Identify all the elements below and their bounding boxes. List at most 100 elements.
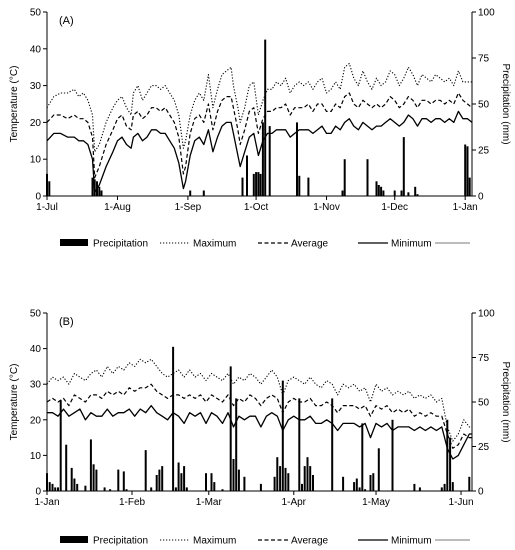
precipitation-bar <box>414 186 417 196</box>
precipitation-bar <box>296 122 298 196</box>
precipitation-bar <box>70 467 73 491</box>
precipitation-bar <box>100 190 103 196</box>
precipitation-bar <box>246 155 248 196</box>
y2-tick-label: 25 <box>478 442 490 453</box>
precipitation-bar <box>259 483 262 491</box>
x-tick-label: 1-Sep <box>175 202 202 213</box>
precipitation-bar <box>51 483 54 491</box>
x-tick-label: 1-Jul <box>36 202 58 213</box>
precipitation-bar <box>261 122 264 196</box>
precipitation-bar <box>89 439 92 491</box>
precipitation-bar <box>402 137 405 196</box>
precipitation-bar <box>449 437 452 491</box>
precipitation-bar <box>298 175 301 196</box>
y-tick-label: 0 <box>35 192 41 203</box>
x-tick-label: 1-Apr <box>282 497 307 508</box>
precipitation-bar <box>237 469 240 491</box>
x-tick-label: 1-Jan <box>453 202 478 213</box>
precipitation-bar <box>353 482 356 491</box>
precipitation-bar <box>54 487 57 491</box>
y-tick-label: 10 <box>30 155 42 166</box>
precipitation-bar <box>413 483 416 491</box>
y2-tick-label: 75 <box>478 353 490 364</box>
precipitation-bar <box>306 457 309 491</box>
x-tick-label: 1-Oct <box>244 202 269 213</box>
precipitation-bar <box>259 173 262 196</box>
y-tick-label: 50 <box>30 8 42 19</box>
precipitation-bar <box>98 186 101 196</box>
precipitation-bar <box>358 487 361 491</box>
precipitation-bar <box>76 483 79 491</box>
precipitation-bar <box>443 483 446 491</box>
precipitation-bar <box>366 159 369 196</box>
precipitation-bar <box>125 489 128 491</box>
y2-tick-label: 0 <box>478 487 484 498</box>
precipitation-bar <box>400 190 403 196</box>
y-axis-title: Temperature (°C) <box>9 66 20 143</box>
series-line-minimum <box>47 404 472 460</box>
precipitation-bar <box>377 185 380 196</box>
precipitation-bar <box>407 192 410 196</box>
y2-tick-label: 0 <box>478 192 484 203</box>
legend-label-maximum: Maximum <box>193 239 236 250</box>
series-line-minimum <box>46 110 473 193</box>
legend-b: Precipitation Maximum Average Minimum <box>60 536 470 547</box>
precipitation-bar <box>307 177 310 196</box>
precipitation-bar <box>161 466 164 491</box>
precipitation-bar <box>117 469 120 491</box>
precipitation-bar <box>257 172 260 196</box>
precipitation-bar <box>185 487 188 491</box>
x-tick-label: 1-Aug <box>104 202 131 213</box>
precipitation-bar <box>372 473 375 491</box>
precipitation-bar <box>416 194 419 196</box>
precipitation-bar <box>177 462 180 491</box>
series-line-average <box>46 92 473 179</box>
precipitation-bar <box>252 173 255 196</box>
y-tick-label: 30 <box>30 81 42 92</box>
y2-tick-label: 75 <box>478 54 490 65</box>
panel-a: 0 10 20 30 40 50 0 25 50 75 100 1-Jul 1-Aug 1-Sep 1-Oc… <box>9 8 511 214</box>
precipitation-bar <box>284 467 287 491</box>
precipitation-bar <box>342 476 345 491</box>
precipitation-bar <box>468 177 471 196</box>
legend-label-maximum: Maximum <box>193 536 236 547</box>
precipitation-bar <box>361 423 364 491</box>
precipitation-bar <box>369 475 372 491</box>
x-tick-label: 1-Feb <box>119 497 146 508</box>
precipitation-bar <box>255 172 258 196</box>
y-tick-label: 10 <box>30 451 42 462</box>
x-tick-label: 1-Dec <box>381 202 408 213</box>
precipitation-bar <box>343 159 346 196</box>
precipitation-bar <box>377 448 380 491</box>
precipitation-bar <box>303 466 306 491</box>
precipitation-bars <box>46 346 471 491</box>
precipitation-bar <box>241 177 244 196</box>
precipitation-bar <box>364 489 367 491</box>
precipitation-bar <box>91 177 94 196</box>
legend-label-average: Average <box>291 536 329 547</box>
precipitation-bar <box>393 190 396 196</box>
precipitation-bar <box>380 186 383 196</box>
y-axis-title: Temperature (°C) <box>9 364 20 441</box>
y2-tick-label: 50 <box>478 100 490 111</box>
precipitation-bar <box>95 469 98 491</box>
precipitation-bar <box>103 487 106 491</box>
precipitation-bar <box>391 419 394 491</box>
y-tick-label: 20 <box>30 118 42 129</box>
precipitation-bar <box>174 487 177 491</box>
precipitation-bars <box>46 39 471 196</box>
precipitation-bar <box>232 459 235 491</box>
precipitation-bar <box>65 444 68 491</box>
y-tick-label: 40 <box>30 44 42 55</box>
precipitation-bar <box>48 482 51 491</box>
series-line-maximum <box>46 62 472 153</box>
y2-tick-label: 100 <box>478 309 495 320</box>
precipitation-bar <box>446 419 449 491</box>
precipitation-bar <box>279 466 282 491</box>
y2-tick-label: 50 <box>478 398 490 409</box>
x-tick-label: 1-Jan <box>34 497 59 508</box>
precipitation-bar <box>273 476 276 491</box>
precipitation-bar <box>331 398 334 491</box>
precipitation-bar <box>180 473 183 491</box>
